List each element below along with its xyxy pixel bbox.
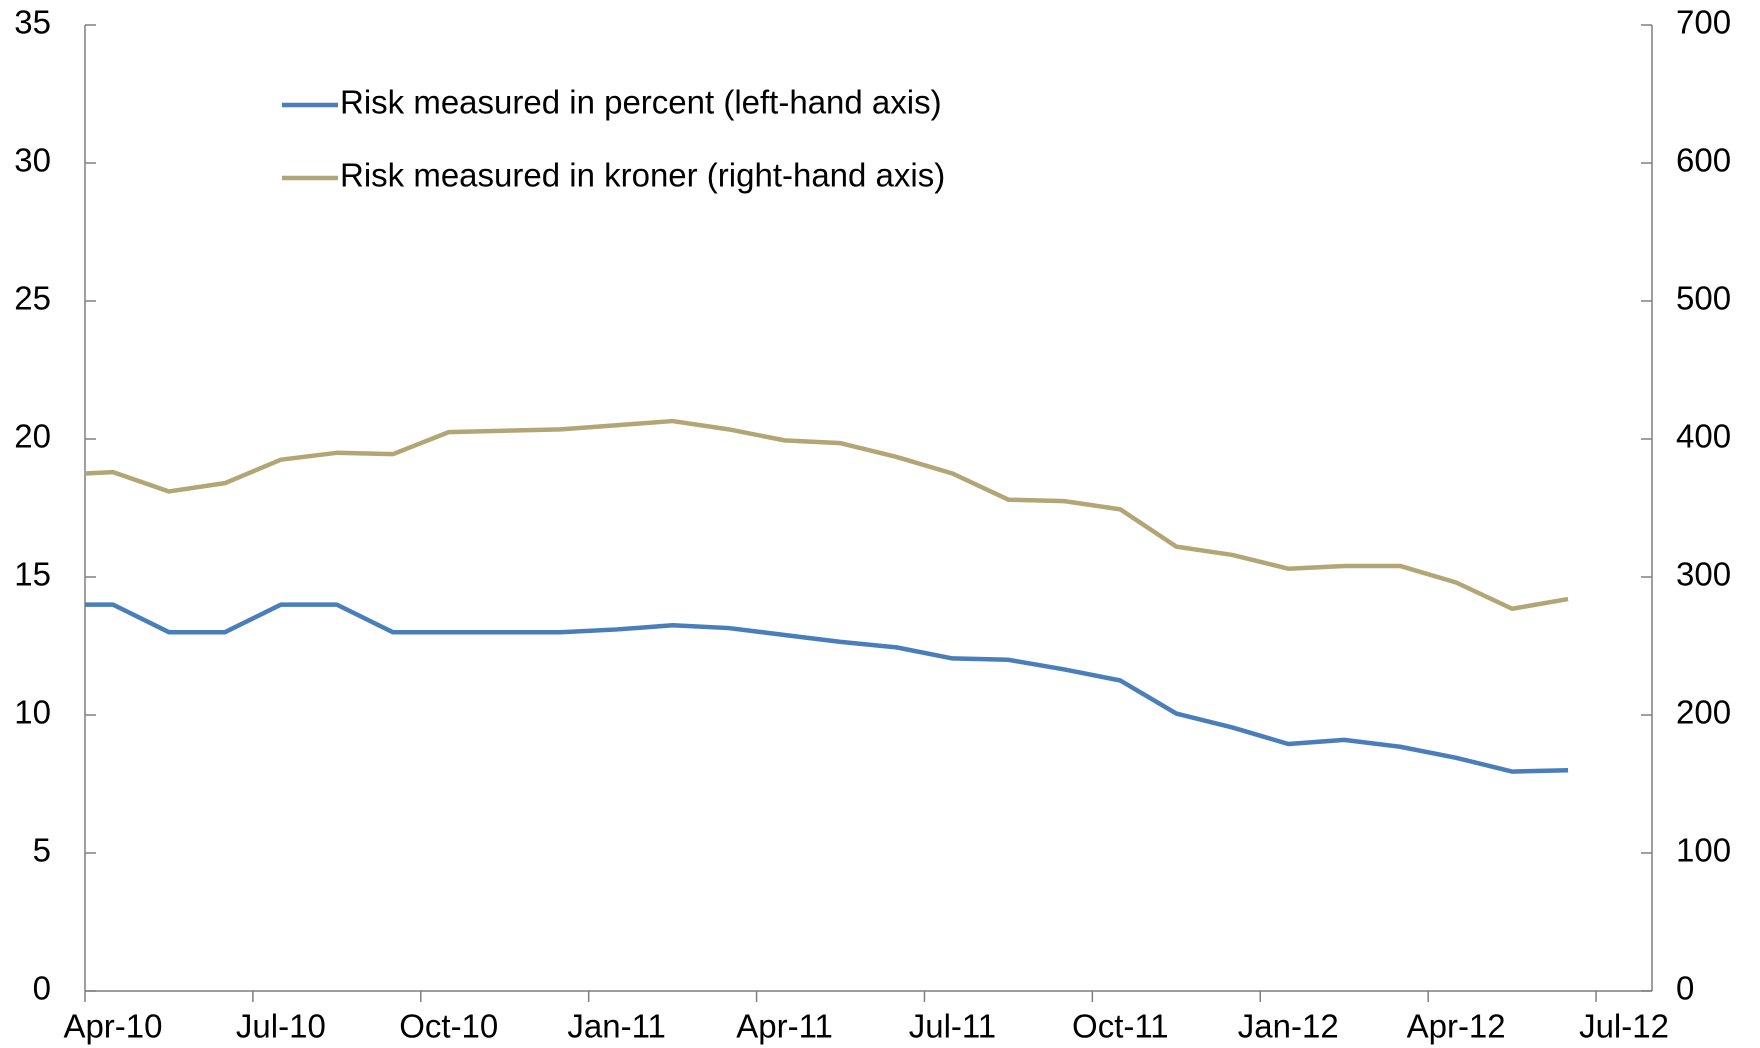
y2-tick-label: 300 <box>1676 556 1731 593</box>
x-tick-label: Jul-12 <box>1579 1008 1669 1045</box>
x-tick-label: Apr-10 <box>63 1008 162 1045</box>
x-tick-label: Apr-12 <box>1407 1008 1506 1045</box>
x-tick-label: Oct-10 <box>399 1008 498 1045</box>
y2-tick-label: 500 <box>1676 280 1731 317</box>
y-tick-label: 30 <box>14 142 51 179</box>
y2-tick-label: 400 <box>1676 418 1731 455</box>
x-tick-label: Apr-11 <box>736 1008 833 1045</box>
y-tick-label: 20 <box>14 418 51 455</box>
x-tick-label: Jan-11 <box>567 1008 665 1045</box>
legend-label: Risk measured in kroner (right-hand axis… <box>340 157 945 194</box>
y-tick-label: 0 <box>33 970 51 1007</box>
series-line <box>84 418 1569 611</box>
x-tick-label: Oct-11 <box>1072 1008 1169 1045</box>
x-tick-label: Jul-11 <box>909 1008 996 1045</box>
y-tick-label: 10 <box>14 694 51 731</box>
y-tick-label: 15 <box>14 556 51 593</box>
y2-tick-label: 700 <box>1676 4 1731 41</box>
y-tick-label: 25 <box>14 280 51 317</box>
y2-tick-label: 600 <box>1676 142 1731 179</box>
legend-label: Risk measured in percent (left-hand axis… <box>340 84 942 121</box>
y2-tick-label: 100 <box>1676 832 1731 869</box>
y-tick-label: 5 <box>33 832 51 869</box>
y2-tick-label: 0 <box>1676 970 1694 1007</box>
x-tick-label: Jan-12 <box>1238 1008 1339 1045</box>
x-tick-label: Jul-10 <box>236 1008 326 1045</box>
y2-tick-label: 200 <box>1676 694 1731 731</box>
series-line <box>85 602 1569 774</box>
y-tick-label: 35 <box>14 4 51 41</box>
